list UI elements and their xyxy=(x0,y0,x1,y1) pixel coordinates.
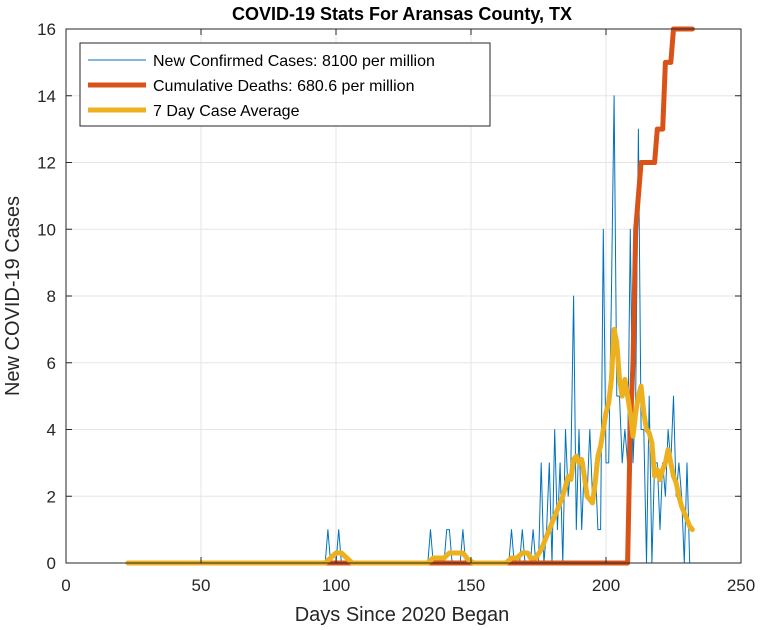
y-tick-label: 14 xyxy=(37,87,56,106)
y-tick-label: 12 xyxy=(37,154,56,173)
y-axis-label: New COVID-19 Cases xyxy=(2,196,24,396)
new-cases-legend-label: New Confirmed Cases: 8100 per million xyxy=(153,53,435,70)
x-tick-label: 250 xyxy=(727,576,755,595)
y-tick-label: 2 xyxy=(47,487,56,506)
y-tick-label: 10 xyxy=(37,220,56,239)
x-tick-label: 150 xyxy=(457,576,485,595)
new-cases-line xyxy=(127,95,693,564)
x-tick-label: 50 xyxy=(192,576,211,595)
seven-day-average-line xyxy=(125,326,695,566)
y-tick-label: 0 xyxy=(47,554,56,573)
y-tick-label: 6 xyxy=(47,354,56,373)
x-tick-label: 0 xyxy=(61,576,70,595)
chart-title: COVID-19 Stats For Aransas County, TX xyxy=(232,4,572,24)
y-tick-label: 8 xyxy=(47,287,56,306)
x-tick-label: 200 xyxy=(592,576,620,595)
cumulative-deaths-legend-label: Cumulative Deaths: 680.6 per million xyxy=(153,78,414,95)
x-tick-label: 100 xyxy=(322,576,350,595)
y-tick-label: 4 xyxy=(47,421,56,440)
legend-box xyxy=(79,42,491,127)
x-axis-label: Days Since 2020 Began xyxy=(295,604,510,626)
ticks: 0 50 100 150 200 250 0 2 4 6 8 10 12 14 16 xyxy=(37,20,755,595)
legend: New Confirmed Cases: 8100 per million Cum… xyxy=(79,42,491,127)
seven-day-average-legend-label: 7 Day Case Average xyxy=(153,103,300,120)
y-tick-label: 16 xyxy=(37,20,56,39)
